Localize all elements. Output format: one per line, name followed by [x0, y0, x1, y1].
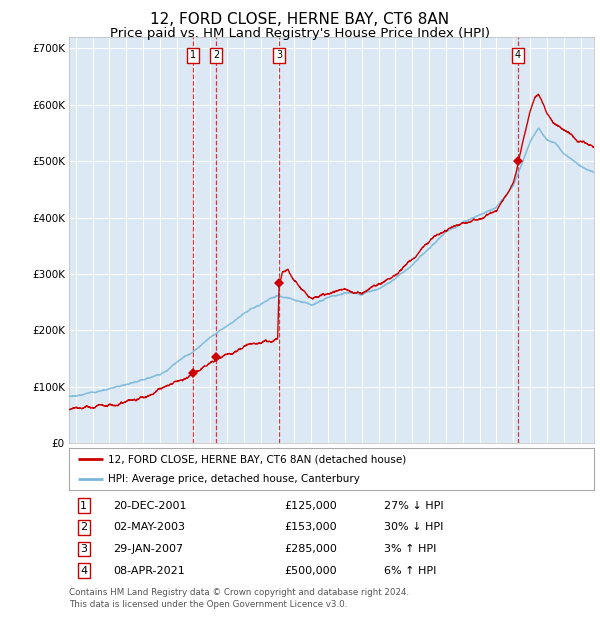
Text: 29-JAN-2007: 29-JAN-2007: [113, 544, 184, 554]
Text: 3: 3: [276, 50, 282, 61]
Text: 4: 4: [80, 565, 87, 576]
Text: £500,000: £500,000: [284, 565, 337, 576]
Text: 2: 2: [80, 522, 87, 533]
Text: £153,000: £153,000: [284, 522, 337, 533]
Text: 30% ↓ HPI: 30% ↓ HPI: [384, 522, 443, 533]
Text: £285,000: £285,000: [284, 544, 337, 554]
Text: 27% ↓ HPI: 27% ↓ HPI: [384, 500, 443, 511]
Text: 3: 3: [80, 544, 87, 554]
Text: 12, FORD CLOSE, HERNE BAY, CT6 8AN: 12, FORD CLOSE, HERNE BAY, CT6 8AN: [151, 12, 449, 27]
Text: 02-MAY-2003: 02-MAY-2003: [113, 522, 185, 533]
Text: Contains HM Land Registry data © Crown copyright and database right 2024.
This d: Contains HM Land Registry data © Crown c…: [69, 588, 409, 609]
Text: 1: 1: [80, 500, 87, 511]
Text: Price paid vs. HM Land Registry's House Price Index (HPI): Price paid vs. HM Land Registry's House …: [110, 27, 490, 40]
Text: 1: 1: [190, 50, 196, 61]
Text: 3% ↑ HPI: 3% ↑ HPI: [384, 544, 436, 554]
Text: 4: 4: [515, 50, 521, 61]
Text: 6% ↑ HPI: 6% ↑ HPI: [384, 565, 436, 576]
Text: HPI: Average price, detached house, Canterbury: HPI: Average price, detached house, Cant…: [109, 474, 360, 484]
Text: 12, FORD CLOSE, HERNE BAY, CT6 8AN (detached house): 12, FORD CLOSE, HERNE BAY, CT6 8AN (deta…: [109, 454, 407, 464]
Text: £125,000: £125,000: [284, 500, 337, 511]
Text: 2: 2: [213, 50, 219, 61]
Text: 08-APR-2021: 08-APR-2021: [113, 565, 185, 576]
Text: 20-DEC-2001: 20-DEC-2001: [113, 500, 187, 511]
